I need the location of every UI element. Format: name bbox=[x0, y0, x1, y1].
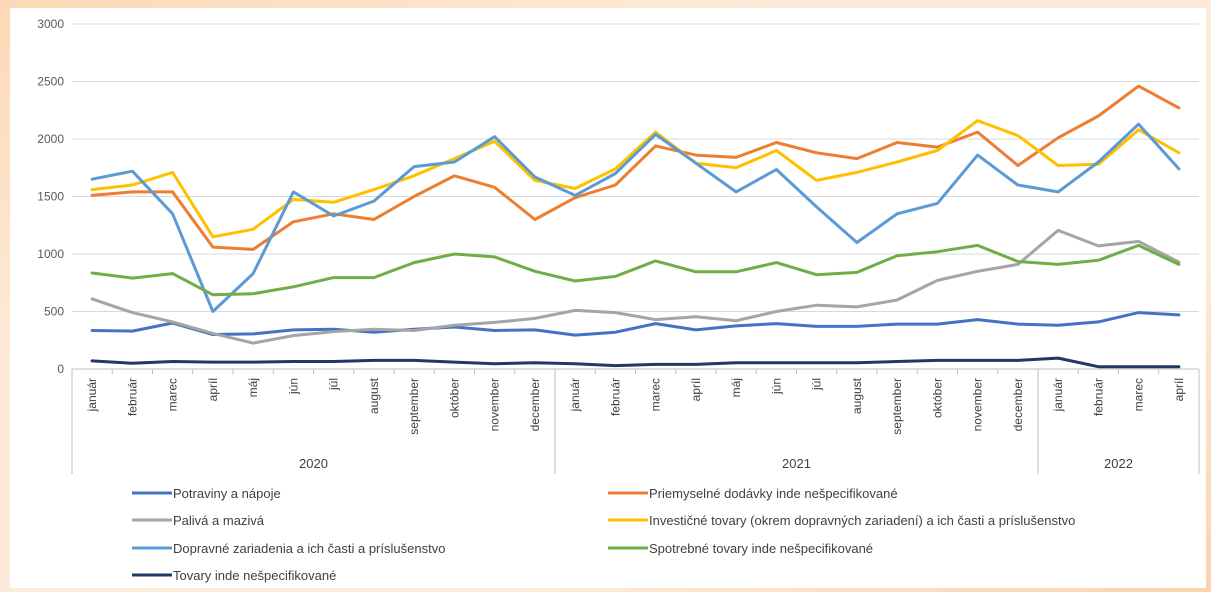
legend-label: Tovary inde nešpecifikované bbox=[173, 568, 336, 583]
series-line bbox=[90, 311, 1181, 337]
x-tick-label: február bbox=[608, 378, 622, 416]
x-tick-label: jún bbox=[769, 378, 783, 395]
legend-label: Palivá a mazivá bbox=[173, 513, 265, 528]
x-tick-label: október bbox=[930, 378, 944, 418]
x-tick-label: august bbox=[367, 377, 381, 414]
x-tick-label: október bbox=[447, 378, 461, 418]
x-tick-label: august bbox=[850, 377, 864, 414]
x-tick-label: júl bbox=[810, 378, 824, 391]
legend: Potraviny a nápoje Priemyselné dodávky in… bbox=[132, 486, 1075, 583]
year-label: 2020 bbox=[299, 456, 328, 471]
legend-label: Dopravné zariadenia a ich časti a príslu… bbox=[173, 541, 445, 556]
x-tick-label: jún bbox=[286, 378, 300, 395]
x-tick-label: január bbox=[1051, 378, 1065, 412]
year-label: 2021 bbox=[782, 456, 811, 471]
y-tick-label: 2500 bbox=[37, 75, 64, 89]
series-line bbox=[90, 119, 1181, 239]
x-tick-label: marec bbox=[649, 378, 663, 411]
x-tick-label: marec bbox=[1132, 378, 1146, 411]
legend-label: Potraviny a nápoje bbox=[173, 486, 281, 501]
x-tick-label: apríl bbox=[1172, 378, 1186, 401]
y-tick-label: 1000 bbox=[37, 247, 64, 261]
y-tick-label: 3000 bbox=[37, 17, 64, 31]
series-line bbox=[90, 243, 1181, 297]
series-line bbox=[90, 356, 1181, 369]
x-tick-label: júl bbox=[327, 378, 341, 391]
x-tick-label: február bbox=[125, 378, 139, 416]
legend-label: Investičné tovary (okrem dopravných zari… bbox=[649, 513, 1075, 528]
y-tick-label: 1500 bbox=[37, 190, 64, 204]
x-tick-label: máj bbox=[246, 378, 260, 397]
chart-panel: 0 500 1000 1500 2000 2500 3000 2020 2021 2022 jan… bbox=[10, 8, 1206, 588]
y-tick-label: 2000 bbox=[37, 132, 64, 146]
axes: 0 500 1000 1500 2000 2500 3000 bbox=[37, 17, 1200, 474]
x-tick-label: december bbox=[1011, 378, 1025, 431]
x-tick-label: február bbox=[1091, 378, 1105, 416]
line-chart: 0 500 1000 1500 2000 2500 3000 2020 2021 2022 jan… bbox=[37, 17, 1200, 583]
series-lines bbox=[90, 84, 1181, 369]
x-tick-label: január bbox=[85, 378, 99, 412]
x-tick-label: máj bbox=[729, 378, 743, 397]
x-axis-labels: 2020 2021 2022 január február marec apríl máj jú… bbox=[85, 377, 1186, 471]
series-line bbox=[90, 84, 1181, 251]
y-tick-label: 0 bbox=[57, 362, 64, 376]
x-tick-label: január bbox=[568, 378, 582, 412]
x-tick-label: september bbox=[407, 378, 421, 435]
x-tick-label: september bbox=[890, 378, 904, 435]
series-line bbox=[90, 228, 1181, 345]
legend-label: Spotrebné tovary inde nešpecifikované bbox=[649, 541, 873, 556]
x-tick-label: december bbox=[528, 378, 542, 431]
year-label: 2022 bbox=[1104, 456, 1133, 471]
y-tick-label: 500 bbox=[44, 305, 64, 319]
legend-label: Priemyselné dodávky inde nešpecifikované bbox=[649, 486, 898, 501]
x-tick-label: apríl bbox=[206, 378, 220, 401]
x-tick-label: apríl bbox=[689, 378, 703, 401]
gridlines bbox=[72, 23, 1199, 312]
series-line bbox=[90, 122, 1181, 313]
x-tick-label: marec bbox=[166, 378, 180, 411]
x-tick-label: november bbox=[971, 378, 985, 431]
x-tick-label: november bbox=[488, 378, 502, 431]
